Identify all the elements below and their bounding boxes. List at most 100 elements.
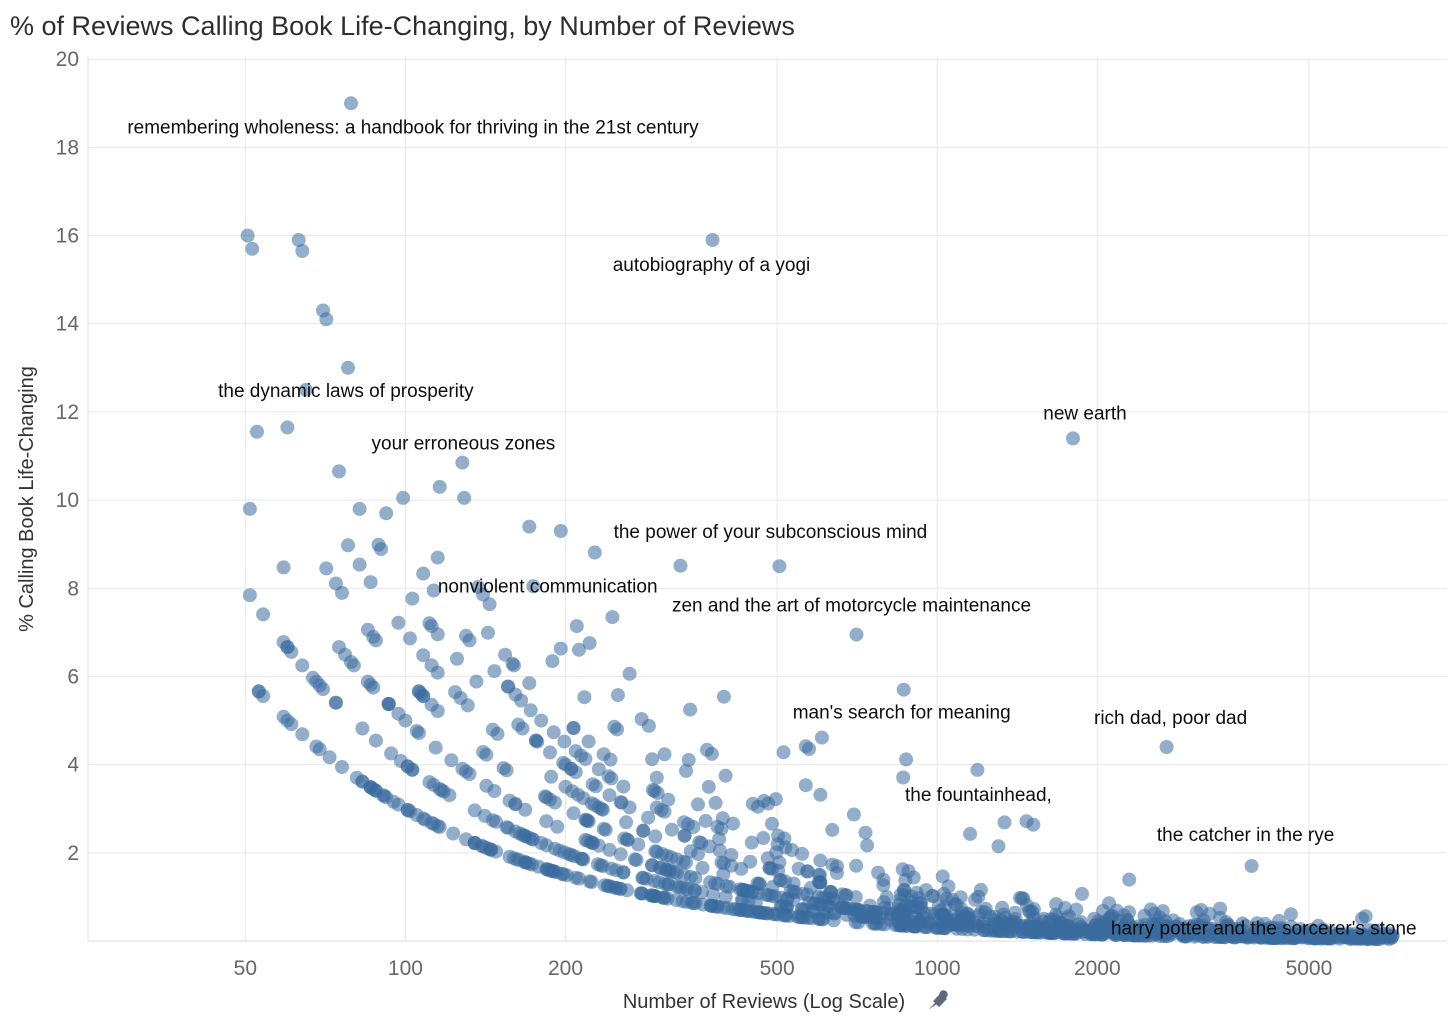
scatter-point[interactable] bbox=[724, 858, 739, 873]
scatter-point[interactable] bbox=[553, 641, 568, 656]
scatter-point[interactable] bbox=[602, 842, 617, 857]
scatter-point[interactable] bbox=[543, 745, 557, 760]
scatter-point[interactable] bbox=[446, 826, 461, 841]
scatter-point[interactable] bbox=[1120, 912, 1135, 927]
scatter-point[interactable] bbox=[581, 734, 596, 749]
scatter-point[interactable] bbox=[1071, 917, 1086, 932]
scatter-point[interactable] bbox=[800, 887, 815, 902]
scatter-point[interactable] bbox=[328, 695, 343, 710]
scatter-point[interactable] bbox=[276, 635, 291, 650]
scatter-point[interactable] bbox=[735, 882, 750, 897]
scatter-point[interactable] bbox=[566, 806, 581, 821]
scatter-point[interactable] bbox=[695, 860, 710, 875]
scatter-point[interactable] bbox=[716, 689, 731, 704]
scatter-point[interactable] bbox=[596, 747, 611, 762]
scatter-point[interactable] bbox=[705, 233, 720, 247]
scatter-point[interactable] bbox=[1018, 919, 1033, 933]
scatter-point[interactable] bbox=[664, 822, 679, 837]
scatter-point[interactable] bbox=[1205, 922, 1220, 936]
scatter-point[interactable] bbox=[534, 713, 549, 728]
scatter-point[interactable] bbox=[587, 545, 602, 560]
scatter-point[interactable] bbox=[240, 228, 255, 243]
scatter-point[interactable] bbox=[811, 911, 826, 926]
scatter-point[interactable] bbox=[322, 750, 337, 765]
scatter-point[interactable] bbox=[575, 852, 590, 866]
scatter-point[interactable] bbox=[501, 679, 516, 694]
scatter-point[interactable] bbox=[1055, 921, 1070, 936]
scatter-point[interactable] bbox=[963, 826, 978, 841]
scatter-point[interactable] bbox=[416, 566, 431, 581]
scatter-point[interactable] bbox=[620, 883, 634, 898]
scatter-point[interactable] bbox=[559, 868, 574, 883]
scatter-point[interactable] bbox=[582, 874, 597, 889]
scatter-point[interactable] bbox=[811, 867, 826, 882]
scatter-point[interactable] bbox=[341, 538, 355, 553]
scatter-point[interactable] bbox=[768, 792, 783, 807]
scatter-point[interactable] bbox=[1244, 859, 1259, 873]
scatter-point[interactable] bbox=[677, 828, 692, 843]
scatter-point[interactable] bbox=[602, 788, 617, 803]
scatter-point[interactable] bbox=[430, 704, 445, 718]
scatter-point[interactable] bbox=[501, 820, 516, 835]
scatter-point[interactable] bbox=[620, 832, 634, 847]
scatter-point[interactable] bbox=[708, 795, 723, 810]
scatter-point[interactable] bbox=[523, 703, 538, 718]
scatter-point[interactable] bbox=[467, 836, 482, 850]
scatter-point[interactable] bbox=[715, 811, 730, 826]
scatter-point[interactable] bbox=[698, 813, 713, 828]
scatter-point[interactable] bbox=[649, 844, 664, 859]
scatter-point[interactable] bbox=[1066, 431, 1080, 446]
scatter-point[interactable] bbox=[622, 666, 637, 681]
scatter-point[interactable] bbox=[360, 622, 375, 637]
scatter-point[interactable] bbox=[546, 725, 561, 740]
scatter-point[interactable] bbox=[363, 780, 378, 795]
scatter-point[interactable] bbox=[578, 832, 593, 847]
scatter-point[interactable] bbox=[507, 851, 521, 866]
scatter-point[interactable] bbox=[416, 648, 431, 663]
scatter-point[interactable] bbox=[424, 658, 439, 673]
scatter-point[interactable] bbox=[719, 879, 734, 894]
scatter-point[interactable] bbox=[1121, 928, 1136, 943]
scatter-point[interactable] bbox=[587, 798, 602, 812]
scatter-point[interactable] bbox=[396, 490, 411, 505]
scatter-point[interactable] bbox=[558, 779, 573, 794]
scatter-point[interactable] bbox=[745, 904, 760, 919]
scatter-point[interactable] bbox=[846, 807, 861, 822]
scatter-point[interactable] bbox=[1265, 930, 1279, 945]
scatter-point[interactable] bbox=[974, 904, 989, 919]
scatter-point[interactable] bbox=[814, 730, 829, 745]
scatter-point[interactable] bbox=[701, 779, 716, 794]
scatter-point[interactable] bbox=[876, 872, 891, 887]
scatter-point[interactable] bbox=[925, 888, 940, 903]
scatter-point[interactable] bbox=[332, 464, 346, 479]
scatter-point[interactable] bbox=[570, 787, 585, 802]
scatter-point[interactable] bbox=[700, 742, 714, 757]
scatter-point[interactable] bbox=[1189, 905, 1204, 920]
scatter-point[interactable] bbox=[341, 360, 355, 375]
scatter-point[interactable] bbox=[741, 894, 756, 909]
scatter-point[interactable] bbox=[405, 591, 420, 606]
scatter-point[interactable] bbox=[971, 889, 986, 904]
scatter-point[interactable] bbox=[1290, 929, 1305, 944]
scatter-point[interactable] bbox=[505, 656, 520, 671]
scatter-point[interactable] bbox=[250, 424, 264, 439]
scatter-point[interactable] bbox=[652, 860, 667, 875]
scatter-point[interactable] bbox=[849, 627, 864, 642]
scatter-point[interactable] bbox=[400, 803, 415, 817]
scatter-point[interactable] bbox=[616, 865, 631, 880]
scatter-point[interactable] bbox=[635, 870, 650, 885]
scatter-point[interactable] bbox=[280, 420, 295, 435]
scatter-point[interactable] bbox=[298, 382, 313, 397]
scatter-point[interactable] bbox=[876, 895, 891, 910]
scatter-point[interactable] bbox=[391, 615, 406, 630]
scatter-point[interactable] bbox=[393, 754, 408, 768]
scatter-point[interactable] bbox=[899, 752, 914, 767]
scatter-point[interactable] bbox=[896, 682, 911, 697]
scatter-point[interactable] bbox=[756, 831, 771, 845]
scatter-point[interactable] bbox=[976, 923, 991, 938]
scatter-point[interactable] bbox=[629, 853, 644, 867]
scatter-point[interactable] bbox=[724, 848, 739, 862]
scatter-point[interactable] bbox=[1367, 929, 1382, 944]
scatter-point[interactable] bbox=[704, 898, 719, 913]
scatter-point[interactable] bbox=[712, 843, 727, 858]
